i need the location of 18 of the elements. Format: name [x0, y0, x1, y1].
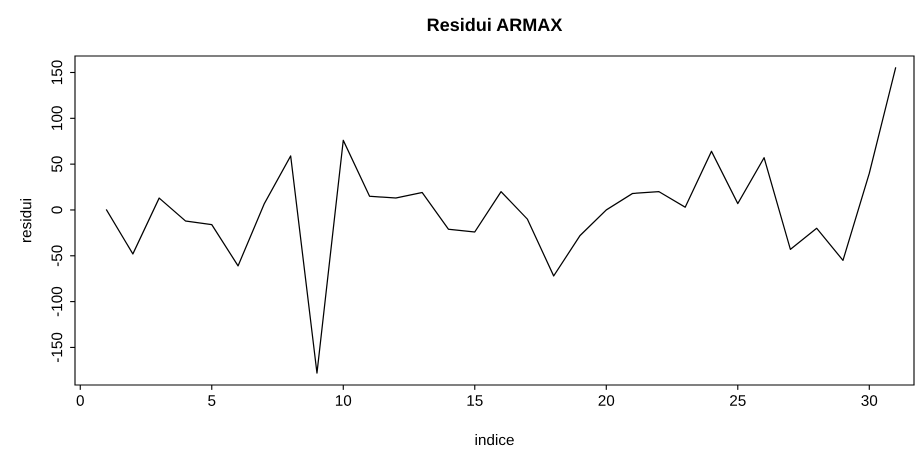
y-tick-label: 0	[51, 206, 62, 214]
y-tick-label: 150	[51, 60, 62, 84]
x-tick-label: 25	[730, 395, 746, 406]
x-tick-label: 15	[467, 395, 483, 406]
y-tick-label: 50	[51, 156, 62, 172]
y-tick-label: 100	[51, 106, 62, 130]
y-axis-title: residui	[20, 199, 32, 242]
line-series	[106, 67, 896, 374]
x-tick-label: 20	[598, 395, 614, 406]
x-tick-label: 10	[336, 395, 352, 406]
y-tick-label: -150	[51, 332, 62, 362]
x-axis-title: indice	[476, 434, 514, 446]
y-tick-label: -50	[51, 245, 62, 266]
x-tick-label: 0	[76, 395, 84, 406]
x-tick-label: 30	[861, 395, 878, 406]
chart-title: Residui ARMAX	[428, 18, 562, 32]
x-tick-label: 5	[208, 395, 216, 406]
y-tick-label: -100	[51, 286, 62, 316]
